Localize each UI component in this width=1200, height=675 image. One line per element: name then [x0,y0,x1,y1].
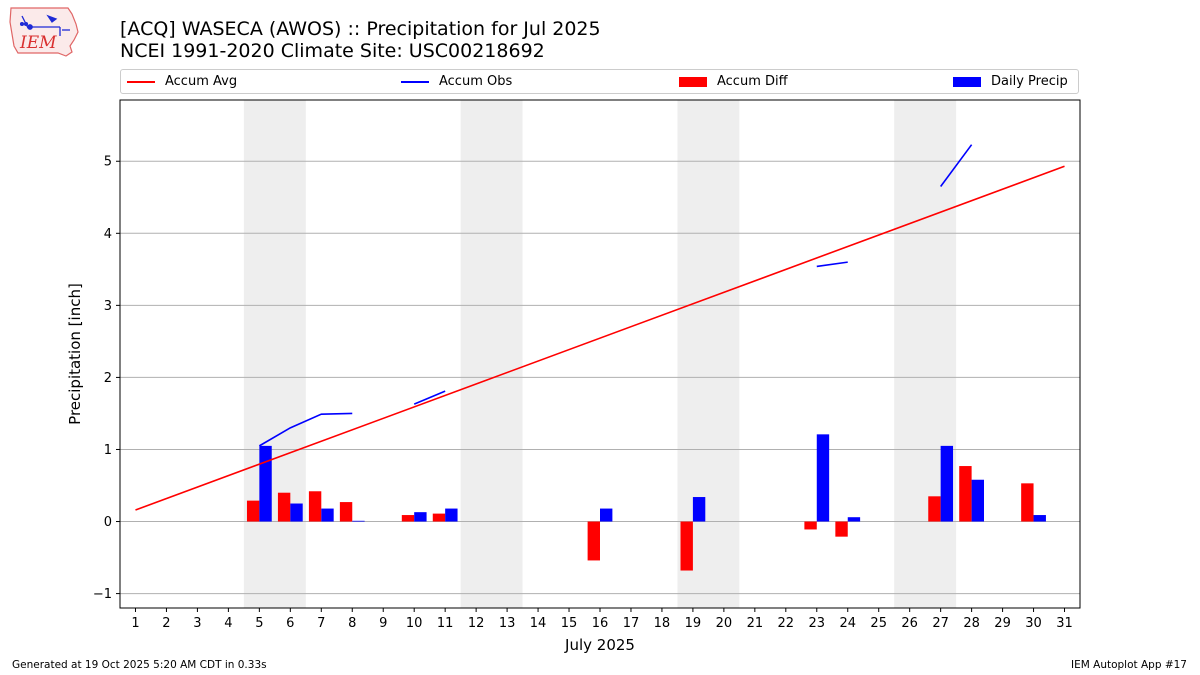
legend-item-accum-diff: Accum Diff [679,74,788,89]
xtick-label-1: 1 [131,616,139,631]
daily-precip-bar-day-10 [414,512,427,522]
accum-diff-bar-day-7 [308,491,322,522]
xtick-label-12: 12 [468,616,485,631]
daily-precip-bar-day-7 [321,508,334,522]
accum-diff-bar-day-16 [587,521,600,561]
xtick-label-31: 31 [1056,616,1073,631]
accum-obs-segment-1 [258,412,353,447]
xtick-label-9: 9 [379,616,387,631]
legend-item-accum-avg: Accum Avg [127,74,237,89]
xtick-label-29: 29 [994,616,1011,631]
weekend-band-2 [460,100,523,608]
daily-precip-bar-day-5 [259,445,272,522]
xtick-label-27: 27 [932,616,949,631]
xtick-label-17: 17 [623,616,640,631]
xtick-label-21: 21 [747,616,764,631]
legend-item-accum-obs: Accum Obs [401,74,512,89]
accum-obs-segment-3 [816,261,848,268]
daily-precip-bar-day-30 [1033,515,1046,522]
accum-diff-bar-day-27 [928,496,941,522]
xtick-label-30: 30 [1025,616,1042,631]
footer-app-id: IEM Autoplot App #17 [1071,659,1187,671]
daily-precip-bar-day-23 [816,434,830,522]
xtick-label-14: 14 [530,616,547,631]
ytick-label-4: 4 [104,227,112,242]
daily-precip-bar-day-28 [971,479,984,522]
iem-logo: IEM [8,6,80,58]
xtick-label-5: 5 [255,616,263,631]
legend-label-accum-obs: Accum Obs [439,74,513,89]
xtick-label-11: 11 [437,616,454,631]
accum-diff-bar-day-23 [804,521,817,530]
bars [246,434,1046,571]
title-line-1: [ACQ] WASECA (AWOS) :: Precipitation for… [120,18,601,40]
daily-precip-bar-day-6 [290,503,303,522]
lines [135,144,1065,511]
xtick-label-15: 15 [561,616,578,631]
accum-diff-bar-day-10 [401,515,415,522]
xtick-label-4: 4 [224,616,232,631]
xtick-label-22: 22 [778,616,795,631]
xtick-label-16: 16 [592,616,609,631]
x-axis-ticks: 1 2 3 4 5 6 7 8 9 10 11 12 13 14 15 16 17 18 19 20 21 22 23 24 2… [131,608,1073,631]
accum-avg-line [135,165,1065,511]
daily-precip-bar-day-16 [600,508,613,522]
logo-text: IEM [19,33,57,53]
daily-precip-bar-day-11 [445,508,458,522]
ytick-label-3: 3 [104,299,112,314]
legend-swatch-accum-diff [679,76,707,87]
weekend-band-1 [243,100,306,608]
daily-precip-bar-day-8 [352,520,365,522]
accum-diff-bar-day-6 [277,492,291,522]
footer-generated: Generated at 19 Oct 2025 5:20 AM CDT in … [12,659,267,671]
daily-precip-bar-day-19 [692,497,706,522]
xtick-label-2: 2 [162,616,170,631]
daily-precip-bar-day-27 [940,445,954,522]
xtick-label-8: 8 [348,616,356,631]
legend-label-accum-avg: Accum Avg [165,74,238,89]
legend-label-daily-precip: Daily Precip [991,74,1068,89]
accum-diff-bar-day-8 [339,502,353,522]
y-axis-label: Precipitation [inch] [66,283,84,425]
accum-diff-bar-day-19 [680,521,693,571]
ytick-label-0: 0 [104,515,112,530]
xtick-label-3: 3 [193,616,201,631]
ytick-label-2: 2 [104,371,112,386]
xtick-label-28: 28 [963,616,980,631]
legend: Accum Avg Accum Obs Accum Diff Daily Pre… [120,69,1079,94]
xtick-label-6: 6 [286,616,294,631]
xtick-label-26: 26 [901,616,918,631]
xtick-label-20: 20 [716,616,733,631]
legend-label-accum-diff: Accum Diff [717,74,788,89]
legend-swatch-daily-precip [953,76,981,87]
chart-title: [ACQ] WASECA (AWOS) :: Precipitation for… [120,18,601,62]
ytick-label--1: −1 [93,587,112,602]
legend-swatch-accum-obs [401,80,429,83]
xtick-label-19: 19 [685,616,702,631]
x-axis-label: July 2025 [564,636,635,654]
xtick-label-25: 25 [870,616,887,631]
xtick-label-24: 24 [839,616,856,631]
accum-diff-bar-day-24 [835,521,848,537]
accum-diff-bar-day-5 [246,500,260,522]
accum-diff-bar-day-30 [1021,483,1034,522]
weekend-band-4 [894,100,957,608]
accum-obs-segment-2 [413,390,446,405]
ytick-label-1: 1 [104,443,112,458]
accum-diff-bar-day-11 [432,513,446,522]
y-axis-ticks: −1 0 1 2 3 4 5 [93,155,120,602]
legend-swatch-accum-avg [127,80,155,83]
accum-diff-bar-day-28 [959,466,972,522]
ytick-label-5: 5 [104,155,112,170]
xtick-label-10: 10 [406,616,423,631]
legend-item-daily-precip: Daily Precip [953,74,1068,89]
xtick-label-23: 23 [809,616,826,631]
accum-obs-segment-4 [940,144,973,187]
daily-precip-bar-day-24 [847,517,861,522]
xtick-label-18: 18 [654,616,671,631]
title-line-2: NCEI 1991-2020 Climate Site: USC00218692 [120,40,545,62]
xtick-label-13: 13 [499,616,516,631]
xtick-label-7: 7 [317,616,325,631]
